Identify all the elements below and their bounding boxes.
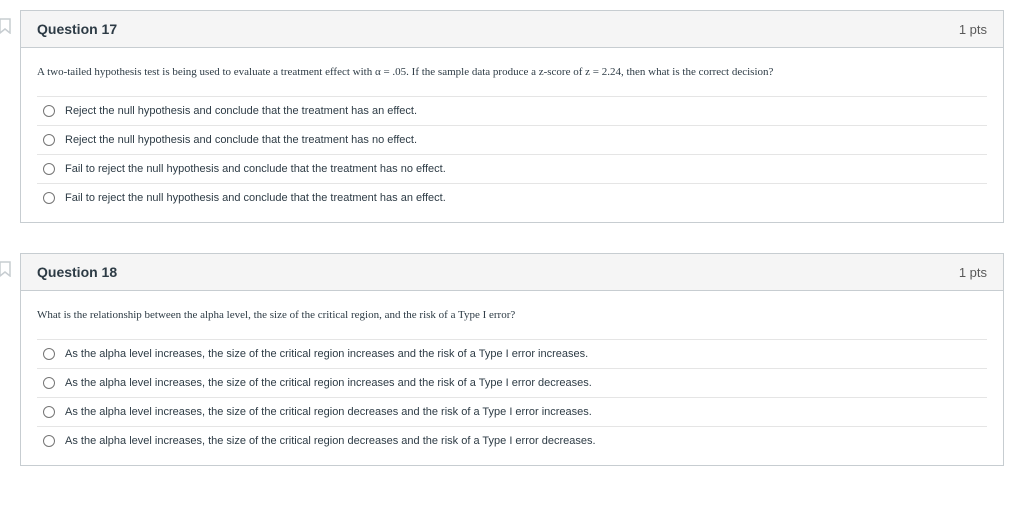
- question-header: Question 17 1 pts: [21, 11, 1003, 48]
- question-points: 1 pts: [959, 265, 987, 280]
- question-block: Question 17 1 pts A two-tailed hypothesi…: [20, 10, 1004, 223]
- question-points: 1 pts: [959, 22, 987, 37]
- option-radio[interactable]: [43, 163, 55, 175]
- question-header: Question 18 1 pts: [21, 254, 1003, 291]
- option-row[interactable]: As the alpha level increases, the size o…: [37, 426, 987, 455]
- option-radio[interactable]: [43, 406, 55, 418]
- option-row[interactable]: Fail to reject the null hypothesis and c…: [37, 154, 987, 183]
- question-card: Question 18 1 pts What is the relationsh…: [20, 253, 1004, 466]
- option-label: As the alpha level increases, the size o…: [65, 406, 592, 418]
- option-label: As the alpha level increases, the size o…: [65, 377, 592, 389]
- question-body: What is the relationship between the alp…: [21, 291, 1003, 465]
- option-radio[interactable]: [43, 435, 55, 447]
- question-title: Question 18: [37, 264, 117, 280]
- option-row[interactable]: Fail to reject the null hypothesis and c…: [37, 183, 987, 212]
- option-row[interactable]: Reject the null hypothesis and conclude …: [37, 125, 987, 154]
- bookmark-icon[interactable]: [0, 18, 12, 34]
- question-card: Question 17 1 pts A two-tailed hypothesi…: [20, 10, 1004, 223]
- option-label: Reject the null hypothesis and conclude …: [65, 105, 417, 117]
- option-label: Fail to reject the null hypothesis and c…: [65, 192, 446, 204]
- option-row[interactable]: As the alpha level increases, the size o…: [37, 397, 987, 426]
- option-row[interactable]: As the alpha level increases, the size o…: [37, 339, 987, 368]
- option-radio[interactable]: [43, 377, 55, 389]
- question-body: A two-tailed hypothesis test is being us…: [21, 48, 1003, 222]
- question-prompt: A two-tailed hypothesis test is being us…: [37, 66, 987, 78]
- option-label: As the alpha level increases, the size o…: [65, 348, 588, 360]
- option-radio[interactable]: [43, 192, 55, 204]
- question-prompt: What is the relationship between the alp…: [37, 309, 987, 321]
- question-title: Question 17: [37, 21, 117, 37]
- bookmark-icon[interactable]: [0, 261, 12, 277]
- option-row[interactable]: Reject the null hypothesis and conclude …: [37, 96, 987, 125]
- option-label: Fail to reject the null hypothesis and c…: [65, 163, 446, 175]
- question-block: Question 18 1 pts What is the relationsh…: [20, 253, 1004, 466]
- option-label: Reject the null hypothesis and conclude …: [65, 134, 417, 146]
- option-radio[interactable]: [43, 105, 55, 117]
- option-row[interactable]: As the alpha level increases, the size o…: [37, 368, 987, 397]
- option-radio[interactable]: [43, 348, 55, 360]
- option-label: As the alpha level increases, the size o…: [65, 435, 596, 447]
- option-radio[interactable]: [43, 134, 55, 146]
